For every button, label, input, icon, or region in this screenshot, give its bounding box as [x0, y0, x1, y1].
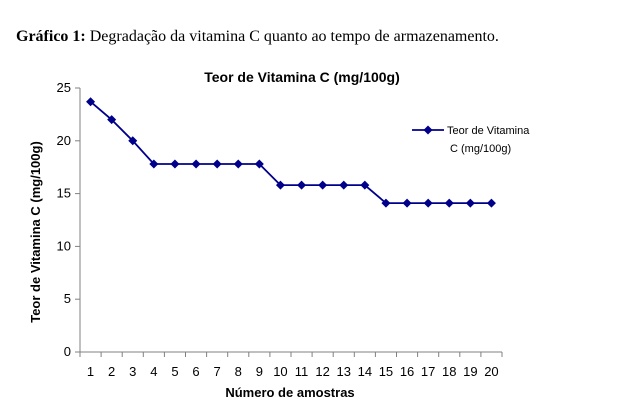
legend-marker-icon [423, 125, 433, 135]
data-point-marker [170, 159, 180, 169]
data-point-marker [423, 198, 433, 208]
x-tick-label: 17 [421, 364, 435, 379]
y-tick-label: 15 [57, 186, 71, 201]
series-line [89, 101, 492, 205]
data-point-marker [381, 198, 391, 208]
data-point-marker [465, 198, 475, 208]
data-point-marker [318, 180, 328, 190]
x-ticks: 1 2 3 4 5 6 7 8 9 10 11 12 13 14 15 16 17 18 19 20 [79, 352, 503, 379]
x-tick-label: 7 [214, 364, 221, 379]
y-tick-label: 20 [57, 133, 71, 148]
data-point-marker [107, 115, 117, 125]
data-point-marker [444, 198, 454, 208]
data-point-marker [86, 97, 96, 107]
data-point-marker [233, 159, 243, 169]
data-point-marker [149, 159, 159, 169]
x-tick-label: 14 [358, 364, 372, 379]
y-tick-label: 25 [57, 80, 71, 95]
data-point-marker [212, 159, 222, 169]
data-point-marker [360, 180, 370, 190]
data-point-marker [128, 136, 138, 146]
caption-text: Degradação da vitamina C quanto ao tempo… [85, 28, 499, 45]
legend-label: Teor de Vitamina [447, 125, 530, 137]
chart-title: Teor de Vitamina C (mg/100g) [204, 69, 400, 85]
data-point-marker [254, 159, 264, 169]
x-tick-label: 10 [273, 364, 287, 379]
x-tick-label: 9 [256, 364, 263, 379]
x-tick-label: 11 [295, 364, 309, 379]
x-tick-label: 1 [87, 364, 94, 379]
x-tick-label: 2 [108, 364, 115, 379]
y-axis-label: Teor de Vitamina C (mg/100g) [28, 141, 43, 323]
series-layer [86, 97, 496, 208]
legend-label: C (mg/100g) [450, 143, 511, 155]
legend: Teor de Vitamina C (mg/100g) [412, 125, 530, 155]
y-tick-label: 0 [64, 344, 71, 359]
data-point-marker [402, 198, 412, 208]
data-point-marker [191, 159, 201, 169]
x-tick-label: 5 [171, 364, 178, 379]
data-point-marker [275, 180, 285, 190]
x-tick-label: 19 [463, 364, 477, 379]
x-tick-label: 12 [315, 364, 329, 379]
x-tick-label: 3 [129, 364, 136, 379]
x-tick-label: 20 [484, 364, 498, 379]
data-point-marker [339, 180, 349, 190]
x-tick-label: 4 [150, 364, 157, 379]
y-ticks: 0 5 10 15 20 25 [57, 80, 80, 359]
x-tick-label: 8 [235, 364, 242, 379]
caption-label: Gráfico 1: [16, 28, 86, 45]
x-tick-label: 13 [337, 364, 351, 379]
data-point-marker [297, 180, 307, 190]
y-tick-label: 10 [57, 238, 71, 253]
y-tick-label: 5 [64, 291, 71, 306]
data-point-marker [486, 198, 496, 208]
x-tick-label: 6 [192, 364, 199, 379]
x-tick-label: 15 [379, 364, 393, 379]
figure-caption: Gráfico 1: Degradação da vitamina C quan… [16, 28, 499, 46]
x-axis-label: Número de amostras [225, 385, 354, 400]
x-tick-label: 16 [400, 364, 414, 379]
x-tick-label: 18 [442, 364, 456, 379]
